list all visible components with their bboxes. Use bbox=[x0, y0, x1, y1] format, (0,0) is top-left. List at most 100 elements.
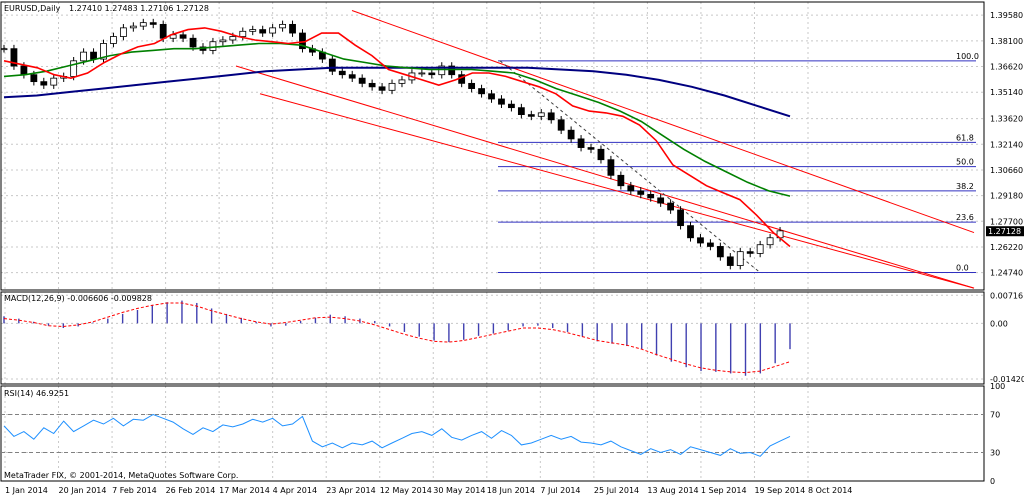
fibonacci-level-label: 100.0 bbox=[956, 52, 979, 61]
candle-body bbox=[567, 129, 575, 140]
candle-body bbox=[746, 251, 754, 254]
x-tick-label: 18 Jun 2014 bbox=[487, 486, 535, 495]
x-tick-label: 1 Jan 2014 bbox=[5, 486, 48, 495]
candle-body bbox=[607, 159, 615, 176]
candle-body bbox=[40, 81, 48, 86]
candle-body bbox=[448, 65, 456, 76]
rsi-tick-label: 30 bbox=[990, 449, 1000, 458]
fibonacci-level-label: 50.0 bbox=[956, 158, 974, 167]
macd-title: MACD(12,26,9) -0.006606 -0.009828 bbox=[4, 294, 152, 303]
candle-body bbox=[736, 251, 744, 266]
candle-body bbox=[508, 103, 515, 109]
candle-body bbox=[657, 197, 665, 204]
fibonacci-layer: 100.0 61.8 50.0 38.2 23.6 0.0 bbox=[498, 52, 979, 273]
x-tick-label: 23 Apr 2014 bbox=[326, 486, 375, 495]
candle-body bbox=[338, 70, 346, 76]
candle-body bbox=[726, 256, 734, 266]
candle-body bbox=[637, 190, 645, 195]
candle-body bbox=[617, 174, 625, 187]
candle-body bbox=[468, 82, 476, 89]
price-tick-label: 1.39580 bbox=[990, 11, 1023, 20]
price-tick-label: 1.26220 bbox=[990, 243, 1023, 252]
current-price-label: 1.27128 bbox=[988, 227, 1021, 236]
candle-body bbox=[20, 65, 28, 76]
candle-body bbox=[0, 48, 8, 51]
ma-slow-line bbox=[3, 66, 791, 118]
price-tick-label: 1.35140 bbox=[990, 88, 1023, 97]
candle-body bbox=[488, 93, 495, 100]
candle-body bbox=[328, 58, 336, 72]
channel-line bbox=[235, 65, 975, 289]
candle-body bbox=[149, 22, 157, 25]
candle-body bbox=[259, 29, 267, 34]
candle-body bbox=[100, 43, 107, 60]
x-tick-label: 30 May 2014 bbox=[433, 486, 485, 495]
ma-mid-line bbox=[3, 42, 791, 197]
price-tick-label: 1.36620 bbox=[990, 63, 1023, 72]
candle-body bbox=[70, 60, 78, 77]
fibonacci-level-label: 23.6 bbox=[956, 213, 974, 222]
candle-body bbox=[587, 147, 595, 150]
current-price-box bbox=[986, 226, 1024, 237]
candle-body bbox=[537, 112, 545, 117]
candle-body bbox=[269, 27, 277, 34]
candle-body bbox=[498, 98, 505, 105]
price-tick-label: 1.30660 bbox=[990, 166, 1023, 175]
price-tick-label: 1.29180 bbox=[990, 192, 1023, 201]
channel-line bbox=[259, 93, 975, 289]
rsi-tick-label: 0 bbox=[990, 477, 995, 486]
candle-body bbox=[667, 202, 675, 211]
candle-body bbox=[179, 34, 187, 39]
x-tick-label: 25 Jul 2014 bbox=[594, 486, 639, 495]
candle-body bbox=[358, 77, 366, 84]
candle-body bbox=[517, 107, 525, 115]
rsi-line bbox=[3, 413, 791, 457]
x-tick-label: 7 Feb 2014 bbox=[112, 486, 157, 495]
price-tick-label: 1.33620 bbox=[990, 115, 1023, 124]
candle-body bbox=[348, 74, 356, 79]
candle-body bbox=[756, 244, 764, 254]
x-tick-label: 20 Jan 2014 bbox=[59, 486, 107, 495]
macd-tick-label: 0.007161 bbox=[990, 291, 1024, 300]
candle-body bbox=[478, 88, 485, 95]
candles-layer bbox=[0, 18, 784, 270]
candle-body bbox=[289, 23, 296, 34]
channel-line bbox=[351, 10, 975, 234]
x-tick-label: 1 Sep 2014 bbox=[701, 486, 747, 495]
macd-signal-line bbox=[3, 302, 791, 374]
candle-body bbox=[577, 138, 585, 148]
candle-body bbox=[159, 23, 167, 39]
fibonacci-level-label: 0.0 bbox=[956, 263, 969, 272]
rsi-layer bbox=[1, 413, 984, 457]
channel-layer bbox=[235, 10, 975, 289]
candle-body bbox=[428, 72, 436, 76]
candle-body bbox=[716, 246, 724, 258]
x-tick-label: 4 Apr 2014 bbox=[273, 486, 317, 495]
rsi-tick-label: 100 bbox=[990, 382, 1005, 391]
candle-body bbox=[368, 82, 376, 88]
copyright-text: MetaTrader FIX, © 2001-2014, MetaQuotes … bbox=[4, 471, 238, 480]
trend-line bbox=[499, 60, 761, 273]
candle-body bbox=[50, 77, 58, 86]
price-tick-label: 1.32140 bbox=[990, 140, 1023, 149]
price-tick-label: 1.38100 bbox=[990, 37, 1023, 46]
macd-tick-label: 0.00 bbox=[990, 319, 1008, 328]
macd-layer bbox=[3, 300, 791, 376]
rsi-pane-border bbox=[0, 385, 985, 482]
x-tick-label: 12 May 2014 bbox=[380, 486, 432, 495]
candle-body bbox=[90, 51, 97, 60]
candle-body bbox=[687, 225, 694, 239]
macd-pane-border bbox=[0, 291, 985, 385]
moving-averages-layer bbox=[3, 27, 791, 248]
candle-body bbox=[119, 27, 127, 37]
x-tick-label: 26 Feb 2014 bbox=[166, 486, 216, 495]
candle-body bbox=[647, 194, 655, 199]
candle-body bbox=[677, 209, 684, 227]
candle-body bbox=[10, 48, 18, 67]
price-pane-border bbox=[0, 1, 985, 291]
candle-body bbox=[438, 65, 446, 76]
candle-body bbox=[388, 82, 396, 91]
candle-body bbox=[229, 36, 237, 41]
